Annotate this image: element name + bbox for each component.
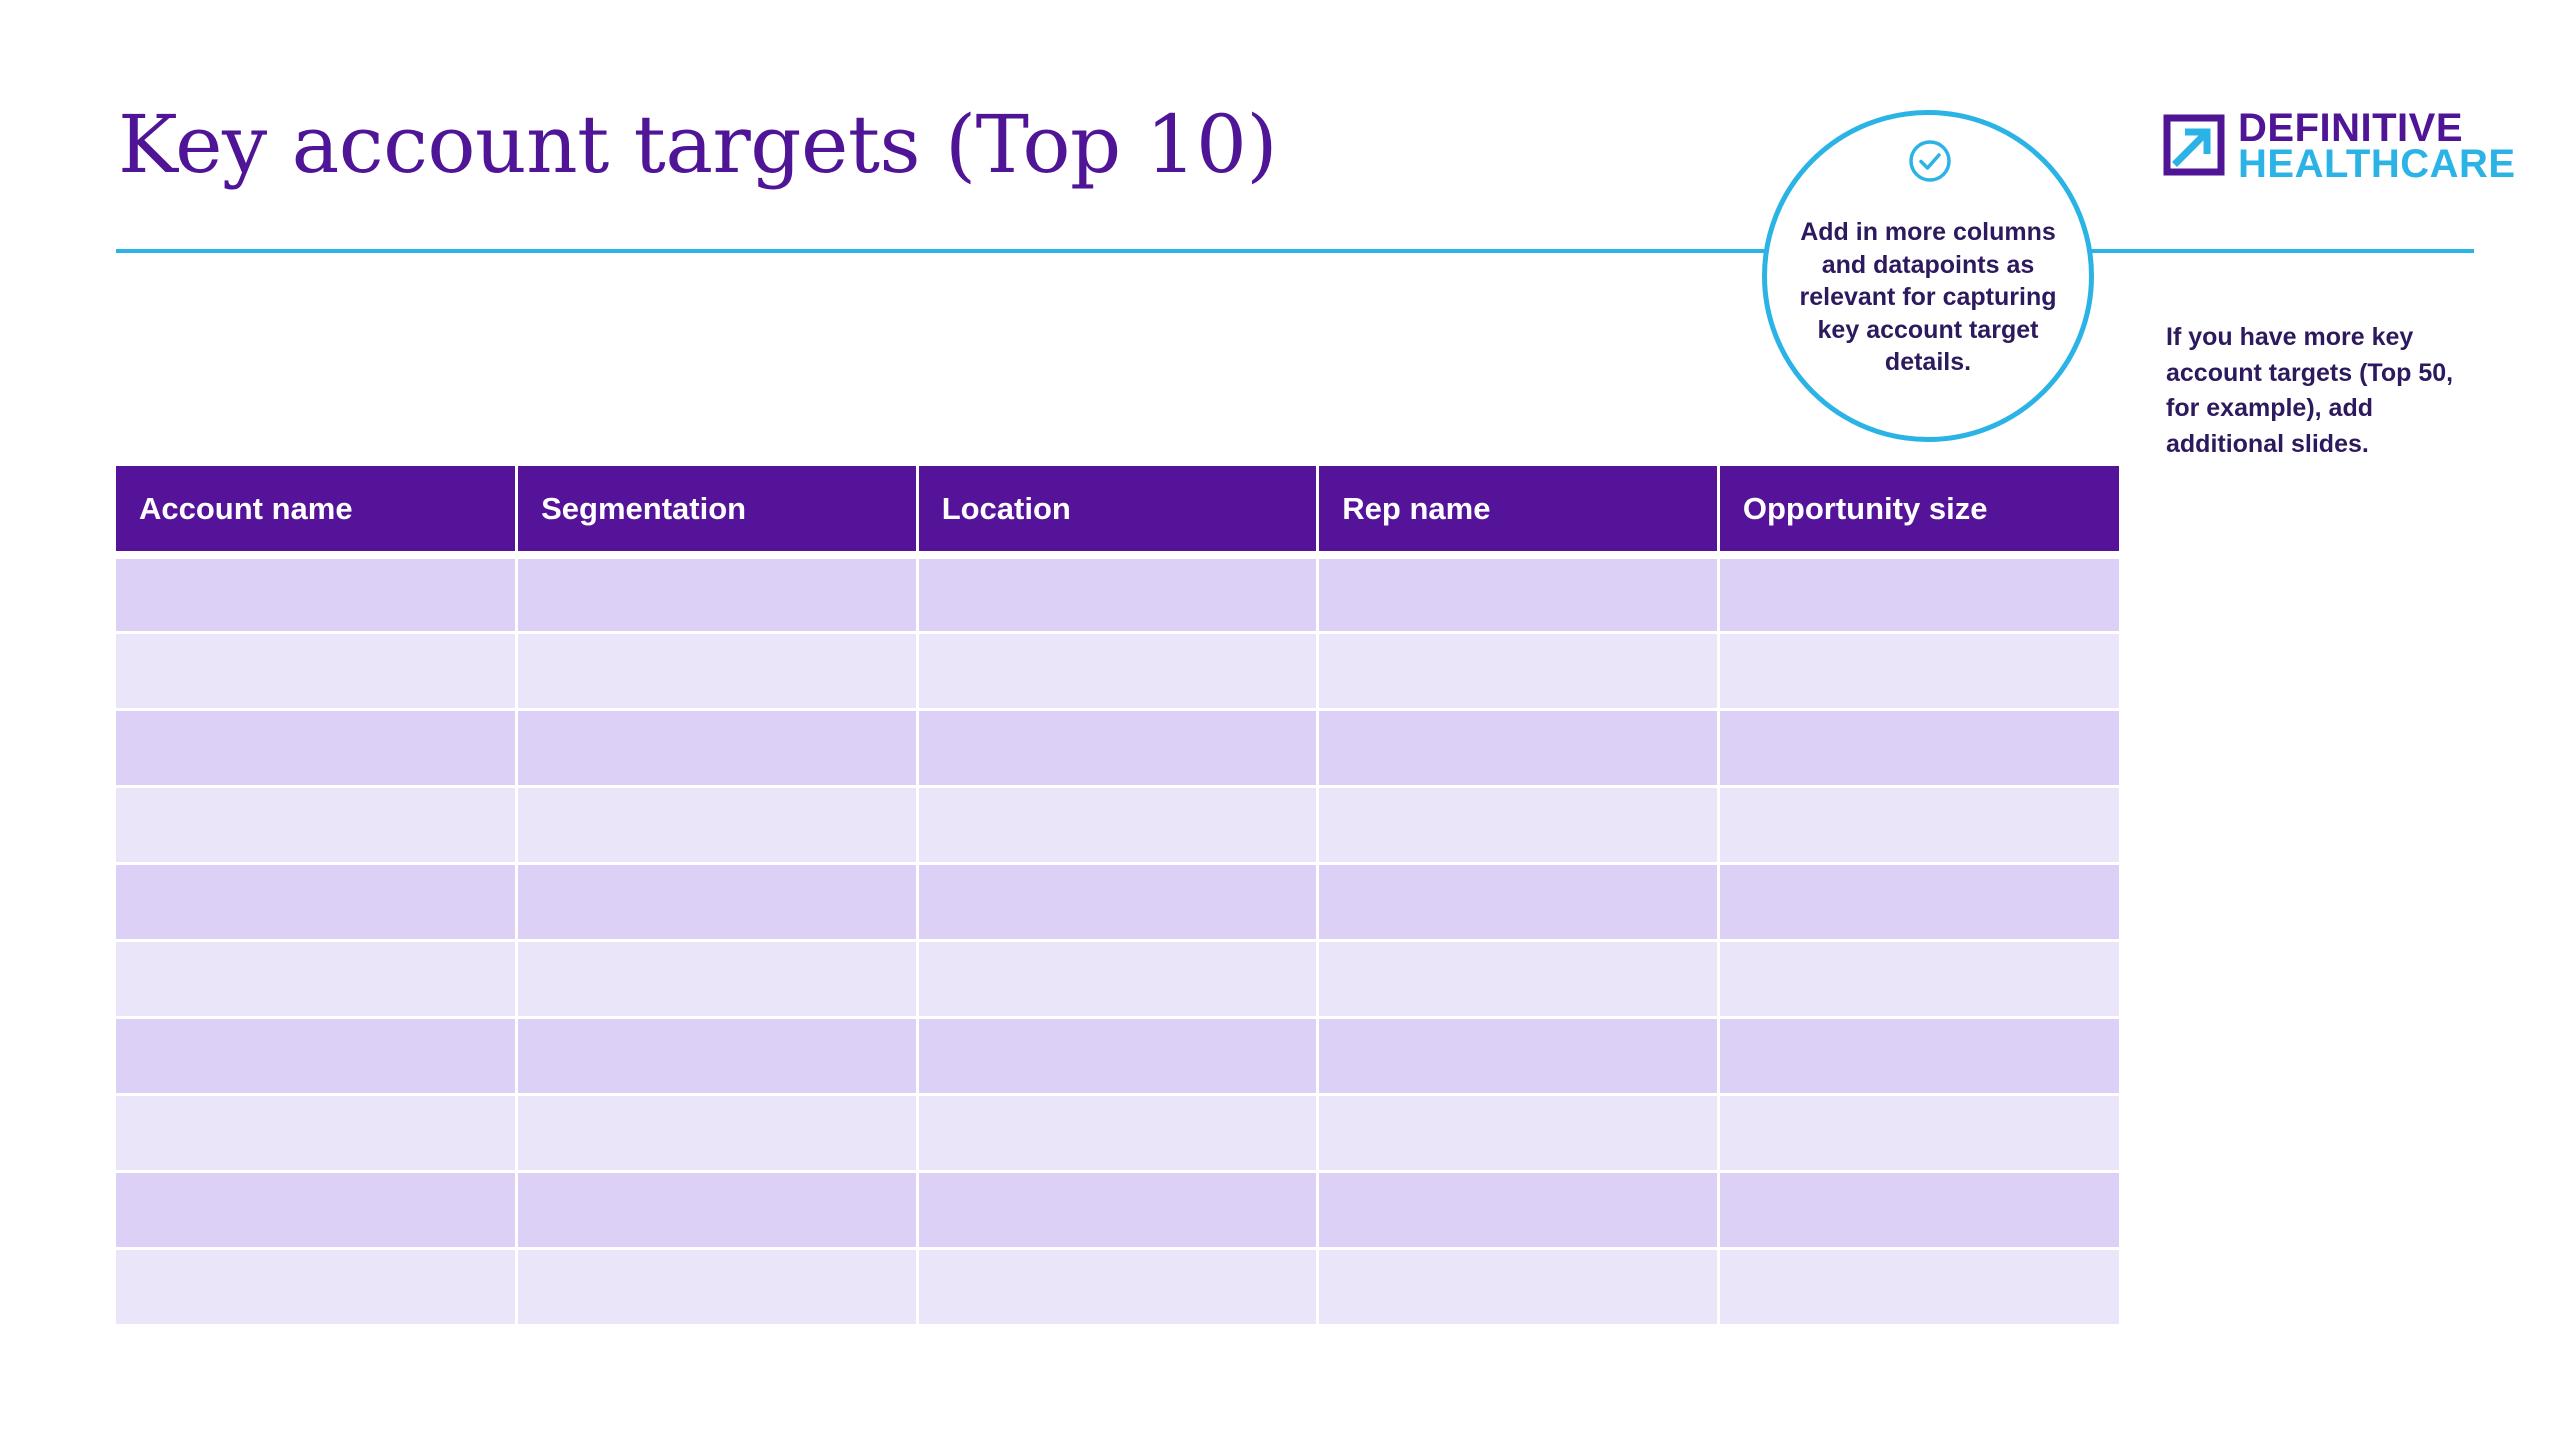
slide-title: Key account targets (Top 10) [118,98,1278,191]
table-cell[interactable] [915,1171,1318,1250]
table-cell[interactable] [515,1171,918,1250]
table-cell[interactable] [1716,863,2119,942]
table-row [116,632,2119,711]
table-cell[interactable] [1316,863,1719,942]
table-cell[interactable] [915,1094,1318,1173]
table-cell[interactable] [515,1094,918,1173]
column-header-opportunity-size: Opportunity size [1716,466,2119,559]
table-cell[interactable] [1716,709,2119,788]
table-cell[interactable] [1716,786,2119,865]
table-row [116,940,2119,1019]
table-row [116,786,2119,865]
table-cell[interactable] [515,555,918,634]
table-cell[interactable] [116,1017,517,1096]
table-cell[interactable] [1716,555,2119,634]
table-row [116,1017,2119,1096]
table-cell[interactable] [515,786,918,865]
title-divider [116,249,2474,253]
logo-text-definitive: DEFINITIVE [2238,106,2464,150]
table-cell[interactable] [116,1171,517,1250]
table-cell[interactable] [1316,1017,1719,1096]
table-row [116,1171,2119,1250]
table-cell[interactable] [515,1017,918,1096]
table-cell[interactable] [1316,709,1719,788]
table-cell[interactable] [116,1248,517,1327]
table-cell[interactable] [116,632,517,711]
column-header-location: Location [915,466,1318,559]
table-cell[interactable] [116,709,517,788]
column-header-rep-name: Rep name [1316,466,1719,559]
table-cell[interactable] [1316,555,1719,634]
table-cell[interactable] [1716,1171,2119,1250]
table-cell[interactable] [1716,1017,2119,1096]
table-cell[interactable] [116,863,517,942]
table-cell[interactable] [1316,632,1719,711]
table-cell[interactable] [1316,1094,1719,1173]
table-cell[interactable] [1716,940,2119,1019]
table-cell[interactable] [1316,940,1719,1019]
table-cell[interactable] [915,940,1318,1019]
table-cell[interactable] [116,786,517,865]
check-circle-icon [1909,140,1951,182]
table-cell[interactable] [1316,786,1719,865]
table-cell[interactable] [1316,1171,1719,1250]
logo-text-healthcare: HEALTHCARE [2238,142,2516,186]
table-cell[interactable] [915,632,1318,711]
side-note: If you have more key account targets (To… [2166,323,2454,458]
table-cell[interactable] [515,632,918,711]
table-cell[interactable] [116,555,517,634]
table-row [116,555,2119,634]
table-cell[interactable] [515,709,918,788]
table-cell[interactable] [1316,1248,1719,1327]
table-cell[interactable] [915,1248,1318,1327]
column-header-account-name: Account name [116,466,517,559]
table-row [116,1248,2119,1327]
table-row [116,709,2119,788]
table-cell[interactable] [515,1248,918,1327]
callout-circle: Add in more columns and datapoints as re… [1762,110,2094,442]
column-header-segmentation: Segmentation [515,466,918,559]
callout-text: Add in more columns and datapoints as re… [1799,218,2057,376]
table-cell[interactable] [1716,1248,2119,1327]
table-cell[interactable] [915,709,1318,788]
table-header-row: Account name Segmentation Location Rep n… [116,466,2119,559]
table-cell[interactable] [915,786,1318,865]
account-targets-table: Account name Segmentation Location Rep n… [116,466,2119,1327]
table-cell[interactable] [915,1017,1318,1096]
table-cell[interactable] [1716,1094,2119,1173]
table-cell[interactable] [116,1094,517,1173]
table-cell[interactable] [515,940,918,1019]
table-cell[interactable] [915,555,1318,634]
table-cell[interactable] [915,863,1318,942]
table-cell[interactable] [1716,632,2119,711]
arrow-square-logo-icon [2163,114,2225,176]
table-cell[interactable] [116,940,517,1019]
table-row [116,863,2119,942]
table-cell[interactable] [515,863,918,942]
table-row [116,1094,2119,1173]
